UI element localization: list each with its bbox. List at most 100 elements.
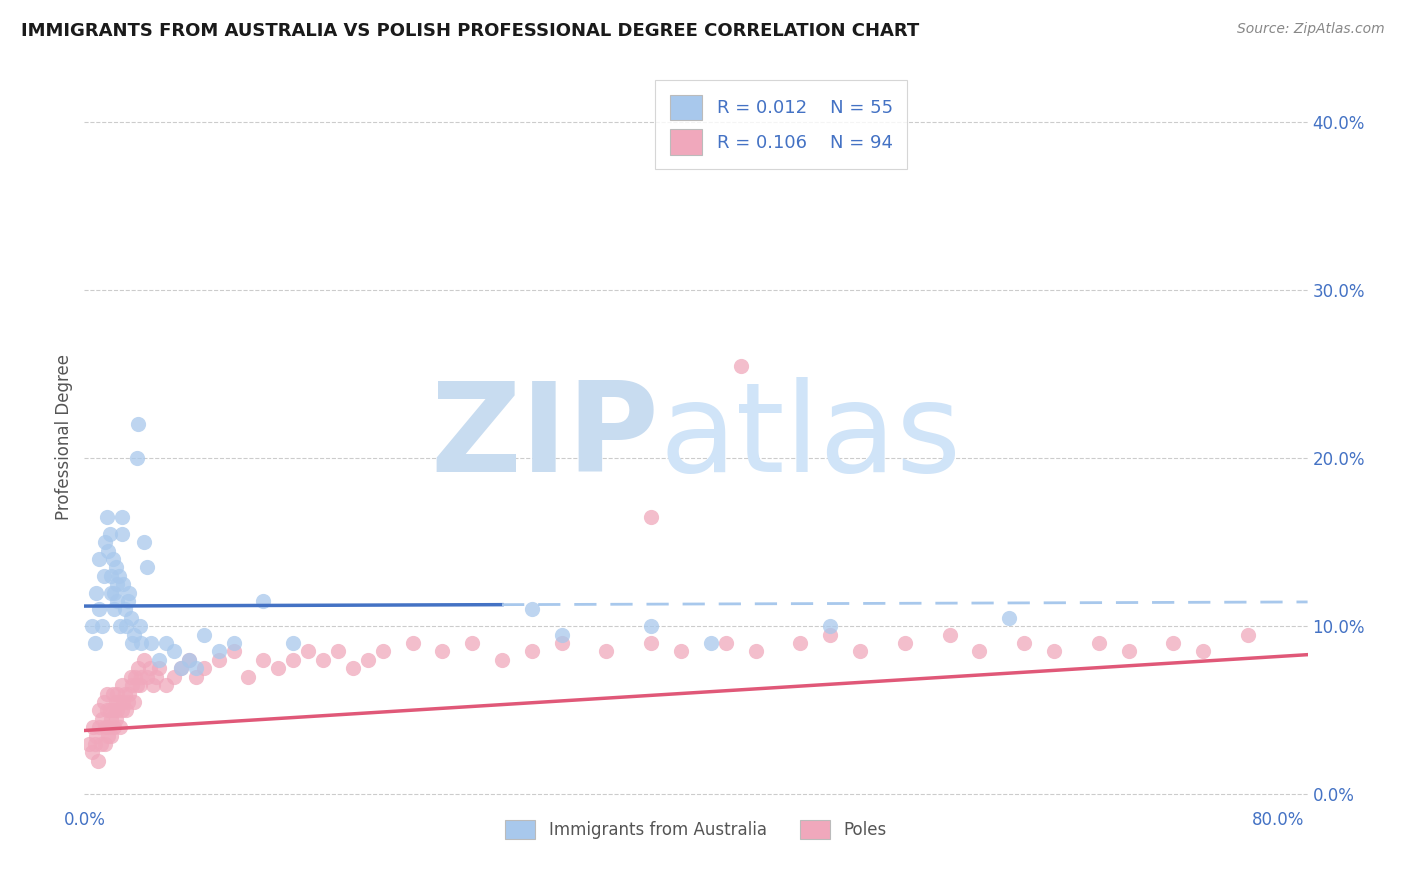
Point xyxy=(1087,636,1109,650)
Point xyxy=(111,678,134,692)
Point xyxy=(89,602,111,616)
Point xyxy=(595,644,617,658)
Point xyxy=(297,644,319,658)
Point xyxy=(98,526,121,541)
Point xyxy=(103,602,125,616)
Point xyxy=(714,636,737,650)
Point xyxy=(101,686,124,700)
Point xyxy=(818,619,841,633)
Point xyxy=(129,636,152,650)
Point xyxy=(186,670,208,684)
Point xyxy=(193,627,215,641)
Point xyxy=(103,720,125,734)
Point xyxy=(97,543,120,558)
Point xyxy=(89,703,111,717)
Point xyxy=(96,686,118,700)
Point xyxy=(669,644,692,658)
Point xyxy=(207,653,229,667)
Point xyxy=(80,619,103,633)
Point xyxy=(818,627,841,641)
Point xyxy=(91,712,114,726)
Point xyxy=(170,661,193,675)
Point xyxy=(121,678,143,692)
Point xyxy=(107,569,129,583)
Point xyxy=(103,585,125,599)
Point xyxy=(111,526,134,541)
Point xyxy=(112,695,135,709)
Point xyxy=(91,619,114,633)
Point xyxy=(118,585,141,599)
Text: IMMIGRANTS FROM AUSTRALIA VS POLISH PROFESSIONAL DEGREE CORRELATION CHART: IMMIGRANTS FROM AUSTRALIA VS POLISH PROF… xyxy=(21,22,920,40)
Point xyxy=(222,636,245,650)
Point xyxy=(969,644,991,658)
Point xyxy=(222,644,245,658)
Point xyxy=(108,619,131,633)
Point xyxy=(112,577,135,591)
Legend: Immigrants from Australia, Poles: Immigrants from Australia, Poles xyxy=(499,814,893,846)
Point xyxy=(127,417,149,432)
Point xyxy=(155,636,177,650)
Point xyxy=(491,653,513,667)
Point xyxy=(125,678,148,692)
Point xyxy=(84,585,107,599)
Point xyxy=(148,653,170,667)
Point xyxy=(700,636,723,650)
Point xyxy=(117,594,139,608)
Point xyxy=(520,602,543,616)
Point xyxy=(114,686,136,700)
Point xyxy=(122,695,145,709)
Point xyxy=(371,644,394,658)
Point xyxy=(77,737,100,751)
Point xyxy=(111,510,134,524)
Point xyxy=(326,644,349,658)
Point xyxy=(117,695,139,709)
Point xyxy=(401,636,423,650)
Point xyxy=(730,359,752,373)
Point xyxy=(640,619,662,633)
Point xyxy=(101,552,124,566)
Point xyxy=(97,729,120,743)
Text: Source: ZipAtlas.com: Source: ZipAtlas.com xyxy=(1237,22,1385,37)
Point xyxy=(148,661,170,675)
Point xyxy=(111,703,134,717)
Point xyxy=(312,653,335,667)
Point xyxy=(177,653,200,667)
Point xyxy=(145,670,167,684)
Point xyxy=(207,644,229,658)
Point xyxy=(1043,644,1066,658)
Point xyxy=(128,619,150,633)
Point xyxy=(238,670,260,684)
Point xyxy=(96,510,118,524)
Point xyxy=(105,577,128,591)
Point xyxy=(894,636,917,650)
Point xyxy=(100,712,122,726)
Point xyxy=(132,653,155,667)
Point xyxy=(120,670,142,684)
Point xyxy=(283,636,305,650)
Point xyxy=(104,695,127,709)
Point xyxy=(127,661,149,675)
Point xyxy=(357,653,380,667)
Point xyxy=(100,585,122,599)
Point xyxy=(163,670,186,684)
Point xyxy=(640,636,662,650)
Point xyxy=(283,653,305,667)
Point xyxy=(83,636,105,650)
Point xyxy=(84,729,107,743)
Point xyxy=(640,510,662,524)
Point xyxy=(105,594,128,608)
Point xyxy=(744,644,766,658)
Point xyxy=(136,560,159,574)
Point xyxy=(104,712,127,726)
Point xyxy=(100,729,122,743)
Point xyxy=(114,602,136,616)
Point xyxy=(139,661,162,675)
Point xyxy=(342,661,364,675)
Point xyxy=(177,653,200,667)
Point xyxy=(551,636,574,650)
Point xyxy=(98,703,121,717)
Point xyxy=(107,695,129,709)
Point xyxy=(105,703,128,717)
Point xyxy=(83,737,105,751)
Point xyxy=(96,703,118,717)
